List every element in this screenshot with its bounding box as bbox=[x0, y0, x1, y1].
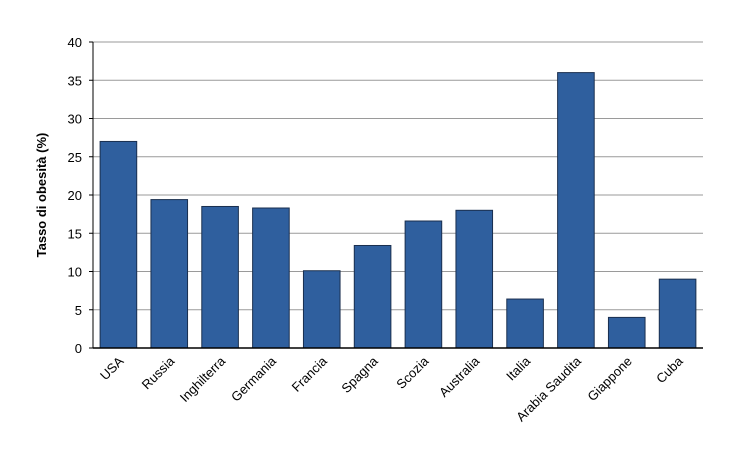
y-tick-label: 20 bbox=[68, 188, 82, 203]
bar bbox=[150, 199, 189, 349]
x-tick-label: Cuba bbox=[653, 353, 686, 386]
y-tick-label: 35 bbox=[68, 73, 82, 88]
x-tick-label: Francia bbox=[289, 353, 331, 395]
bar bbox=[506, 298, 544, 349]
x-tick-label: Italia bbox=[503, 353, 534, 384]
bar bbox=[252, 207, 290, 349]
bar bbox=[99, 140, 138, 349]
y-tick-label: 15 bbox=[68, 226, 82, 241]
bar bbox=[404, 220, 443, 349]
bar bbox=[607, 316, 646, 349]
y-tick-label: 30 bbox=[68, 112, 82, 127]
y-tick-label: 40 bbox=[68, 35, 82, 50]
x-tick-label: Inghilterra bbox=[177, 353, 229, 405]
y-tick-label: 5 bbox=[75, 303, 82, 318]
y-tick-label: 10 bbox=[68, 265, 82, 280]
x-tick-label: Australia bbox=[436, 353, 483, 400]
bar bbox=[201, 205, 239, 349]
bar bbox=[658, 278, 697, 349]
bar bbox=[455, 209, 494, 349]
bar bbox=[353, 244, 392, 349]
x-tick-label: USA bbox=[97, 353, 127, 383]
y-axis-label: Tasso di obesità (%) bbox=[34, 133, 49, 258]
x-tick-label: Giappone bbox=[584, 354, 634, 404]
x-tick-label: Russia bbox=[139, 353, 178, 392]
x-tick-label: Scozia bbox=[393, 353, 432, 392]
bar bbox=[302, 270, 341, 349]
bar bbox=[557, 72, 595, 349]
y-tick-label: 25 bbox=[68, 150, 82, 165]
x-tick-label: Germania bbox=[228, 353, 280, 405]
x-tick-label: Spagna bbox=[338, 353, 381, 396]
y-tick-label: 0 bbox=[75, 341, 82, 356]
